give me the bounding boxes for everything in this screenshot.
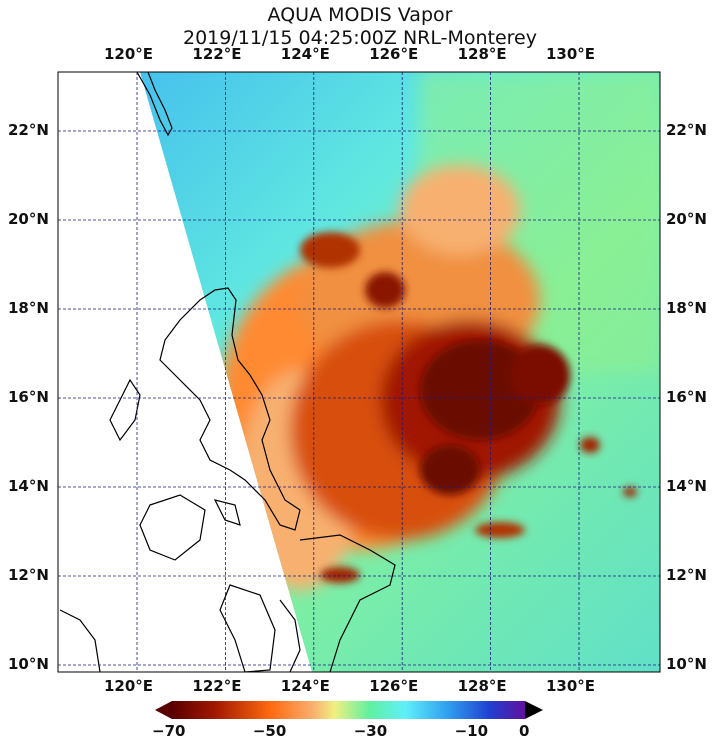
colorbar-tick-label: −10: [454, 722, 489, 740]
lon-label-bottom: 120°E: [104, 677, 154, 695]
lon-label-bottom: 128°E: [457, 677, 507, 695]
lat-label-right: 22°N: [666, 121, 707, 139]
lon-label-bottom: 122°E: [192, 677, 242, 695]
lon-label-top: 128°E: [457, 45, 507, 63]
colorbar-low-extend: [155, 701, 172, 719]
colorbar-tick-label: −50: [252, 722, 287, 740]
lon-label-top: 124°E: [280, 45, 330, 63]
colorbar-tick-label: −70: [152, 722, 186, 740]
colorbar-tick-label: 0: [519, 722, 530, 740]
lat-label-right: 20°N: [666, 210, 707, 228]
lat-label-right: 10°N: [666, 655, 707, 673]
lon-label-top: 120°E: [104, 45, 154, 63]
lat-label-left: 14°N: [8, 477, 49, 495]
lat-label-left: 10°N: [8, 655, 49, 673]
colorbar: [155, 701, 543, 719]
colorbar-high-extend: [525, 701, 543, 719]
lon-label-bottom: 126°E: [369, 677, 419, 695]
satellite-imagery: [140, 72, 660, 672]
map-title: AQUA MODIS Vapor: [267, 4, 453, 26]
lat-label-left: 16°N: [8, 388, 49, 406]
lon-label-top: 130°E: [546, 45, 596, 63]
lat-label-right: 14°N: [666, 477, 707, 495]
lat-label-left: 22°N: [8, 121, 49, 139]
lon-label-bottom: 130°E: [546, 677, 596, 695]
lon-label-top: 126°E: [369, 45, 419, 63]
map-subtitle: 2019/11/15 04:25:00Z NRL-Monterey: [183, 27, 537, 49]
lat-label-left: 12°N: [8, 566, 49, 584]
coastlines: [59, 72, 396, 672]
lat-label-left: 20°N: [8, 210, 49, 228]
colorbar-tick-label: −30: [353, 722, 388, 740]
graticule: [58, 72, 660, 672]
lat-label-right: 18°N: [666, 299, 707, 317]
colorbar-gradient: [172, 701, 525, 719]
lat-label-left: 18°N: [8, 299, 49, 317]
lat-label-right: 12°N: [666, 566, 707, 584]
map-frame: [57, 71, 661, 673]
lon-label-bottom: 124°E: [280, 677, 330, 695]
lon-label-top: 122°E: [192, 45, 242, 63]
lat-label-right: 16°N: [666, 388, 707, 406]
